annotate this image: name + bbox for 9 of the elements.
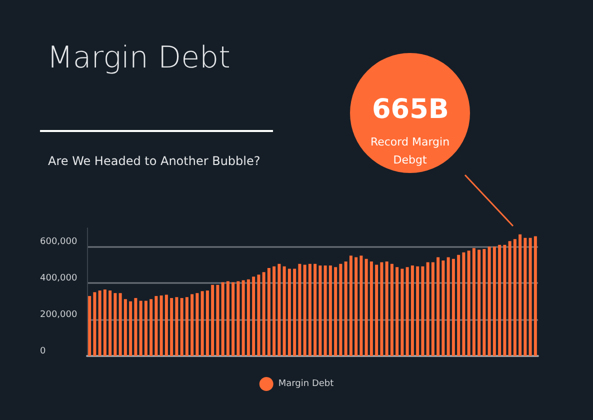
chart-title: Margin Debt bbox=[47, 40, 230, 76]
chart-subtitle: Are We Headed to Another Bubble? bbox=[48, 154, 260, 168]
text: 665B bbox=[372, 94, 449, 125]
text: Record Margin Debgt bbox=[370, 136, 450, 166]
y-tick-label: 600,000 bbox=[40, 236, 78, 247]
y-tick-label: 200,000 bbox=[40, 310, 78, 320]
y-tick-label: 0 bbox=[40, 346, 46, 356]
legend-label: Margin Debt bbox=[278, 379, 334, 389]
y-tick-label: 400,000 bbox=[40, 273, 78, 284]
